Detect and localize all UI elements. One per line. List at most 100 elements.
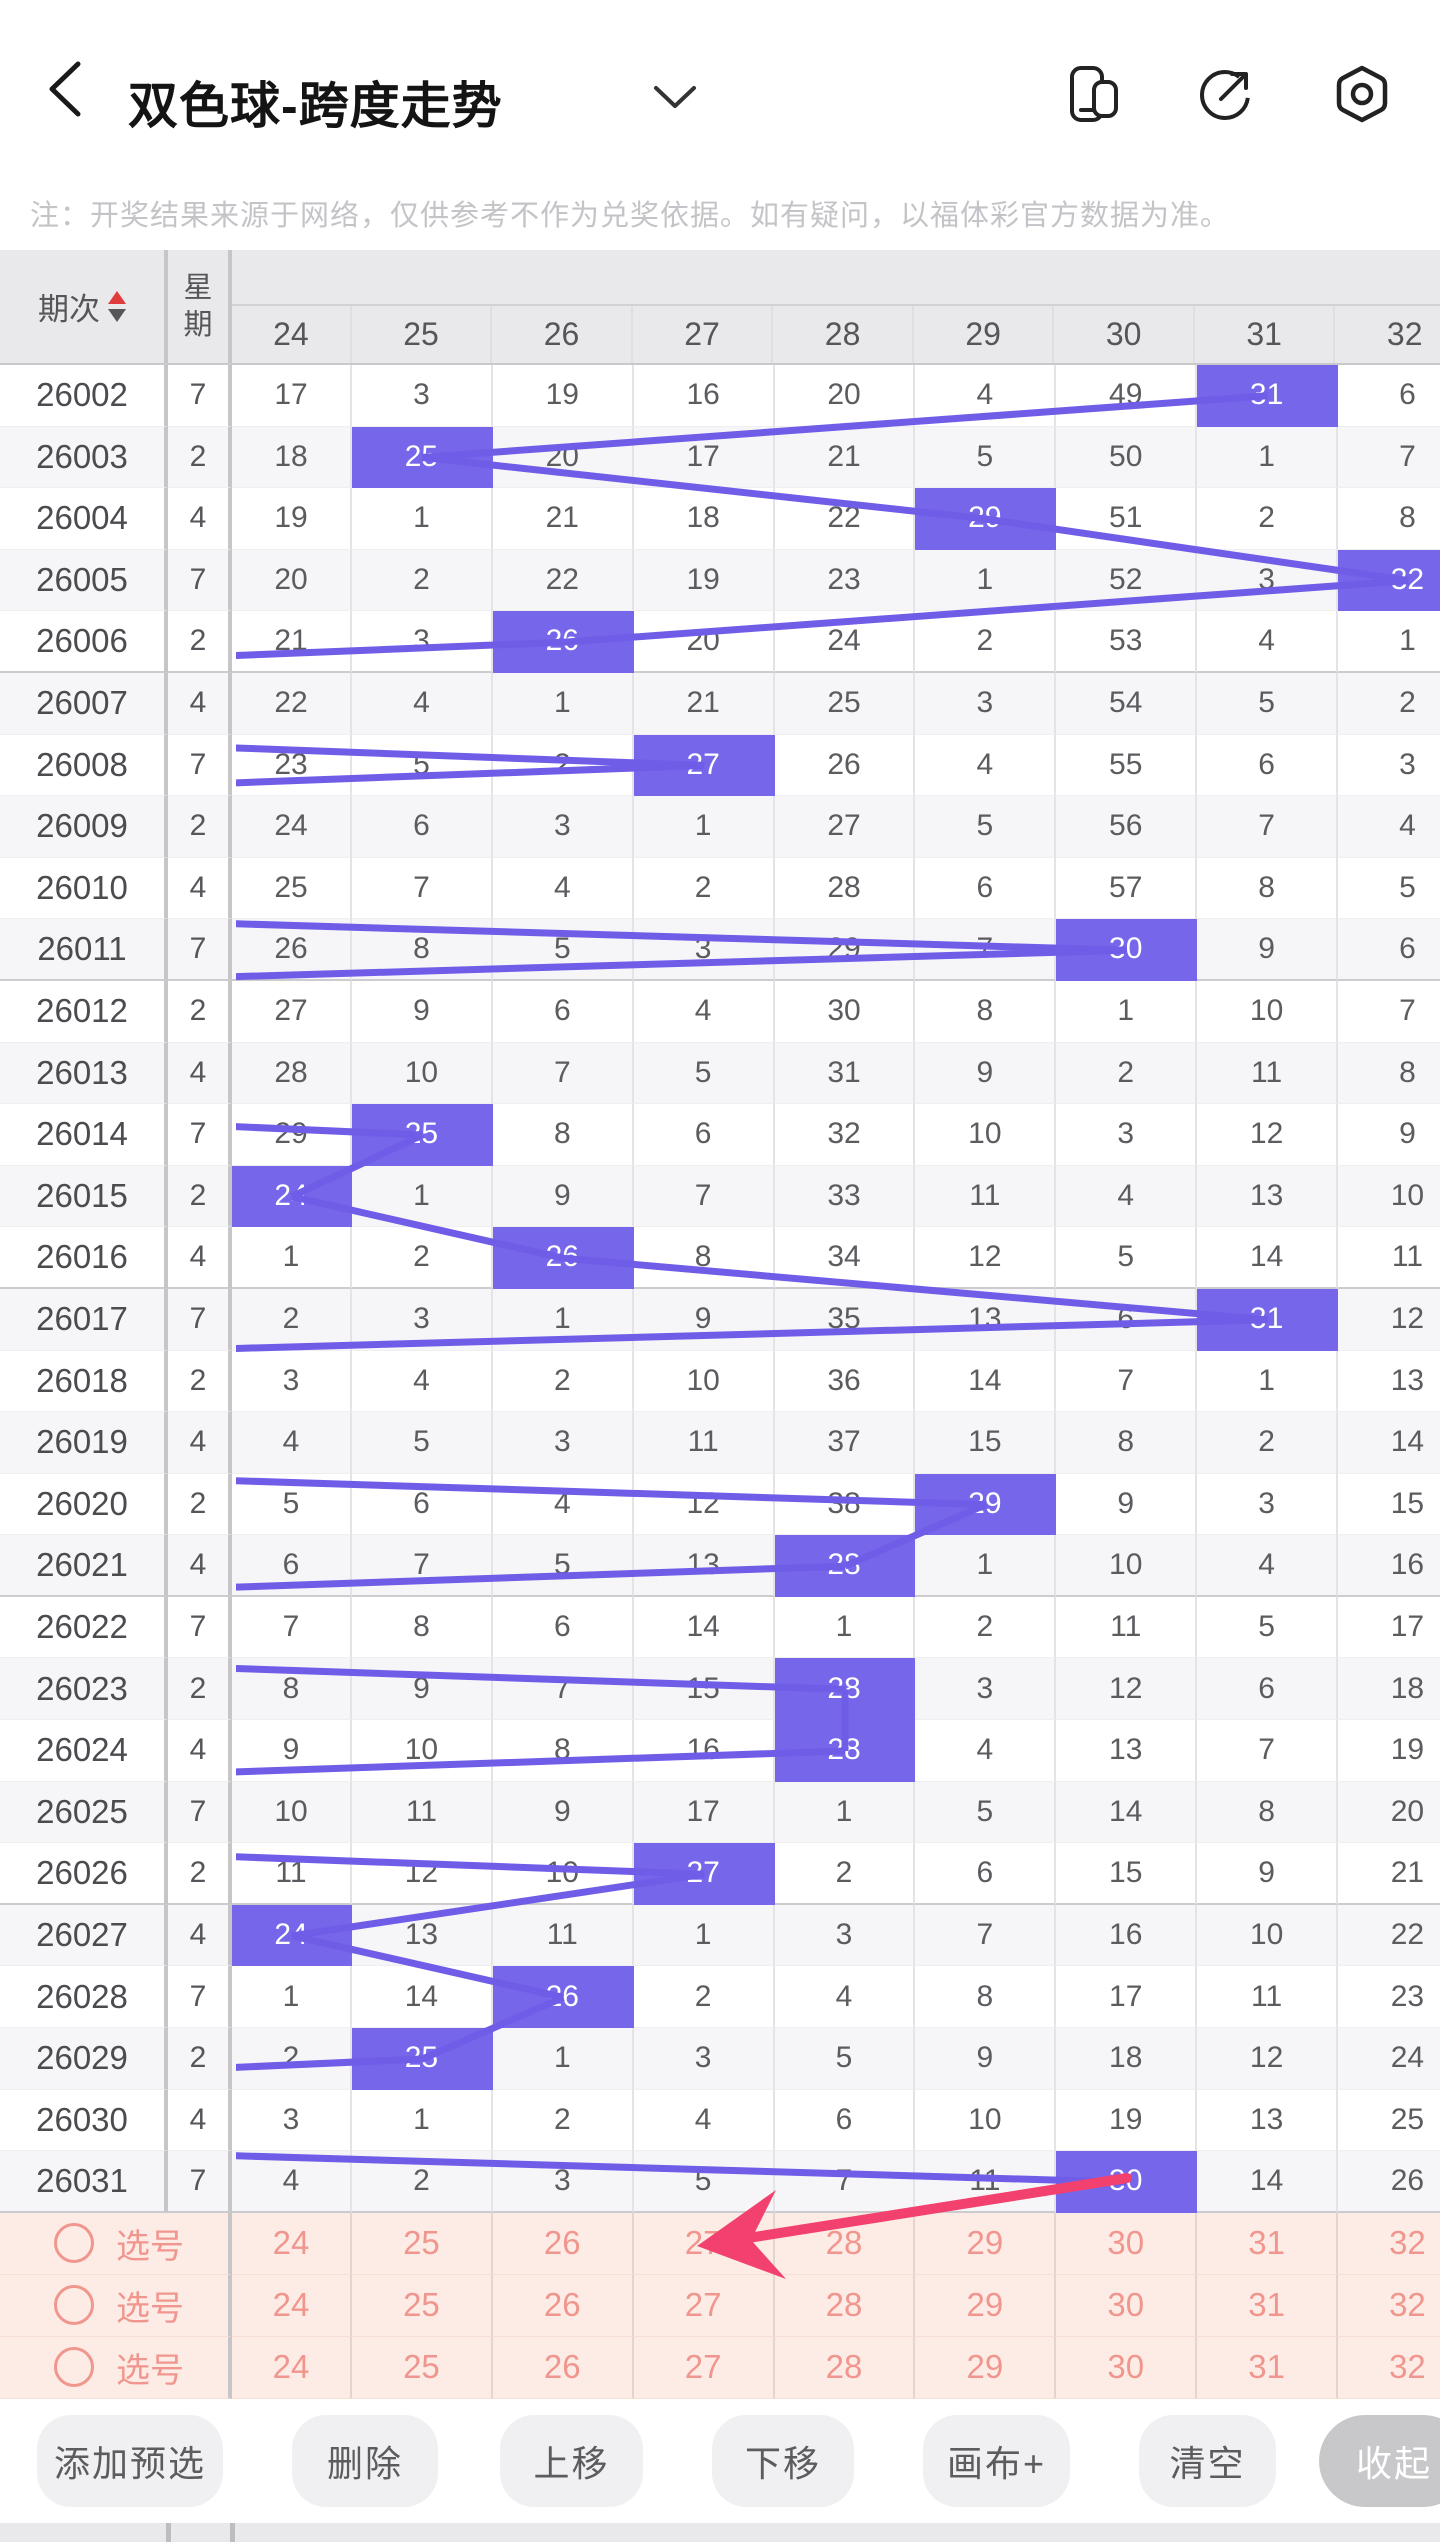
selection-number-32[interactable]: 32 <box>1338 2337 1440 2399</box>
selection-number-32[interactable]: 32 <box>1338 2213 1440 2275</box>
selection-number-24[interactable]: 24 <box>232 2274 352 2337</box>
miss-cell: 8 <box>492 1104 634 1166</box>
toolbar-button-1[interactable]: 添加预选 <box>37 2415 223 2507</box>
toolbar-button-6[interactable]: 清空 <box>1139 2415 1276 2507</box>
miss-cell: 10 <box>1056 1535 1198 1597</box>
miss-cell: 6 <box>232 1535 352 1597</box>
toolbar-button-3[interactable]: 上移 <box>500 2415 643 2507</box>
selection-circle[interactable] <box>54 2347 94 2388</box>
miss-cell: 4 <box>232 1412 352 1474</box>
miss-cell: 3 <box>492 796 634 858</box>
miss-cell: 9 <box>633 1288 775 1351</box>
miss-cell: 19 <box>492 365 634 427</box>
selection-number-31[interactable]: 31 <box>1197 2336 1339 2399</box>
sort-icon[interactable] <box>108 291 126 322</box>
column-header-24: 24 <box>232 306 352 363</box>
miss-cell: 13 <box>633 1535 775 1597</box>
miss-cell: 6 <box>1338 365 1440 427</box>
toolbar-button-5[interactable]: 画布+ <box>923 2415 1070 2507</box>
selection-number-26[interactable]: 26 <box>492 2274 634 2337</box>
miss-cell: 13 <box>352 1904 493 1967</box>
period-cell: 26011 <box>0 919 168 981</box>
disclaimer-note: 注：开奖结果来源于网络，仅供参考不作为兑奖依据。如有疑问，以福体彩官方数据为准。 <box>30 200 1231 232</box>
toolbar-button-7[interactable]: 收起 <box>1319 2415 1440 2507</box>
miss-cell: 7 <box>1197 796 1339 858</box>
selection-circle[interactable] <box>54 2223 94 2264</box>
toolbar-button-2[interactable]: 删除 <box>292 2415 438 2507</box>
column-header-28: 28 <box>773 306 914 363</box>
week-cell: 7 <box>168 1596 232 1659</box>
miss-cell: 10 <box>232 1781 352 1844</box>
miss-cell: 13 <box>1197 2089 1339 2152</box>
selection-number-24[interactable]: 24 <box>232 2336 352 2399</box>
header-top-band <box>232 250 1440 306</box>
column-header-32: 32 <box>1335 306 1440 363</box>
toolbar-button-4[interactable]: 下移 <box>712 2415 854 2507</box>
miss-cell: 28 <box>774 857 916 920</box>
miss-cell: 6 <box>633 1104 775 1166</box>
page-title[interactable]: 双色球-跨度走势 <box>128 78 503 134</box>
selection-rows: 选号 24 25 26 27 28 29 30 31 32 选号 24 25 26 27 28 29 30 31 32… <box>0 2212 1440 2399</box>
miss-cell: 13 <box>1338 1351 1440 1413</box>
miss-cell: 8 <box>915 980 1057 1043</box>
miss-cell: 10 <box>633 1350 775 1413</box>
week-cell: 4 <box>168 1227 232 1289</box>
miss-cell: 1 <box>633 1904 775 1967</box>
selection-number-29[interactable]: 29 <box>915 2336 1057 2399</box>
chevron-down-icon[interactable] <box>652 84 698 110</box>
selection-number-29[interactable]: 29 <box>915 2212 1057 2275</box>
selection-number-26[interactable]: 26 <box>492 2336 634 2399</box>
selection-number-31[interactable]: 31 <box>1197 2212 1339 2275</box>
share-icon[interactable] <box>1196 64 1256 124</box>
selection-number-28[interactable]: 28 <box>774 2274 916 2337</box>
miss-cell: 6 <box>774 2089 916 2152</box>
miss-cell: 6 <box>915 1843 1057 1905</box>
miss-cell: 19 <box>1338 1720 1440 1782</box>
miss-cell: 5 <box>352 734 493 797</box>
selection-number-26[interactable]: 26 <box>492 2212 634 2275</box>
table-row-26031: 26031 7 4 2 3 5 7 11 30 14 26 <box>0 2151 1440 2213</box>
settings-icon[interactable] <box>1332 64 1392 124</box>
selection-number-25[interactable]: 25 <box>352 2336 493 2399</box>
miss-cell: 18 <box>1056 2028 1198 2090</box>
miss-cell: 2 <box>1197 1412 1339 1474</box>
miss-cell: 9 <box>492 1165 634 1228</box>
table-row-26016: 26016 4 1 2 26 8 34 12 5 14 11 <box>0 1227 1440 1289</box>
selection-number-30[interactable]: 30 <box>1056 2212 1198 2275</box>
selection-circle[interactable] <box>54 2285 94 2326</box>
selection-number-25[interactable]: 25 <box>352 2212 493 2275</box>
miss-cell: 4 <box>1197 611 1339 673</box>
miss-cell: 1 <box>352 488 493 550</box>
sort-up-icon <box>108 291 126 304</box>
selection-number-31[interactable]: 31 <box>1197 2274 1339 2337</box>
miss-cell: 26 <box>774 734 916 797</box>
selection-number-27[interactable]: 27 <box>633 2212 775 2275</box>
hit-cell: 27 <box>633 734 775 797</box>
miss-cell: 2 <box>1197 488 1339 550</box>
back-icon[interactable] <box>44 60 84 118</box>
selection-number-30[interactable]: 30 <box>1056 2274 1198 2337</box>
miss-cell: 25 <box>232 857 352 920</box>
cards-icon[interactable] <box>1060 64 1120 124</box>
miss-cell: 3 <box>492 2151 634 2213</box>
miss-cell: 21 <box>492 488 634 550</box>
selection-number-28[interactable]: 28 <box>774 2336 916 2399</box>
hit-cell: 30 <box>1056 919 1198 981</box>
selection-number-24[interactable]: 24 <box>232 2212 352 2275</box>
miss-cell: 6 <box>492 1596 634 1659</box>
table-row-26002: 26002 7 17 3 19 16 20 4 49 31 6 <box>0 365 1440 427</box>
selection-number-32[interactable]: 32 <box>1338 2275 1440 2337</box>
miss-cell: 4 <box>352 672 493 735</box>
period-header-cell[interactable]: 期次 <box>0 250 168 363</box>
selection-number-29[interactable]: 29 <box>915 2274 1057 2337</box>
selection-number-30[interactable]: 30 <box>1056 2336 1198 2399</box>
selection-number-28[interactable]: 28 <box>774 2212 916 2275</box>
miss-cell: 7 <box>352 857 493 920</box>
selection-number-25[interactable]: 25 <box>352 2274 493 2337</box>
selection-number-27[interactable]: 27 <box>633 2336 775 2399</box>
miss-cell: 8 <box>633 1227 775 1289</box>
column-headers: 24 25 26 27 28 29 30 31 32 <box>232 306 1440 363</box>
table-row-26013: 26013 4 28 10 7 5 31 9 2 11 8 <box>0 1042 1440 1105</box>
selection-number-27[interactable]: 27 <box>633 2274 775 2337</box>
miss-cell: 5 <box>633 2151 775 2213</box>
